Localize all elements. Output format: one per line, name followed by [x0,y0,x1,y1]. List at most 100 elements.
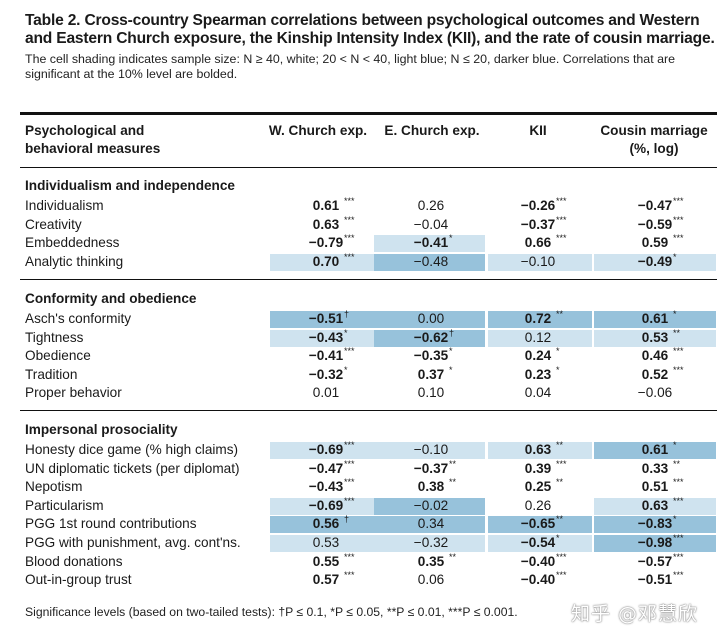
cell-shading [270,497,381,515]
correlation-value: −0.83 [637,516,673,532]
cell-shading [594,311,716,328]
correlation-value: 0.06 [417,572,445,588]
correlation-value: 0.61 [641,442,669,457]
cell-shading [270,442,381,459]
correlation-value: −0.35 [413,348,449,364]
cell-shading [270,535,381,552]
correlation-value: 0.35 [417,553,445,569]
correlation-value: −0.43 [308,479,344,495]
correlation-value: −0.26 [520,198,556,213]
cell-shading [374,535,485,552]
row-label: Particularism [25,497,104,513]
significance-marker: * [673,440,677,450]
cell-shading [270,329,381,347]
cell-shading [270,311,381,328]
correlation-value: 0.63 [641,497,669,513]
significance-marker: *** [344,214,355,225]
correlation-value: −0.51 [637,572,673,588]
correlation-value: 0.56 [312,516,340,532]
correlation-value: 0.34 [417,516,445,532]
cell-shading [594,253,716,271]
correlation-value: −0.41 [308,348,344,364]
correlation-value: 0.33 [641,460,669,476]
correlation-value: −0.10 [413,442,449,457]
correlation-value: −0.32 [413,535,449,550]
correlation-value: −0.65 [520,516,556,532]
significance-marker: *** [673,477,684,488]
significance-marker: *** [344,251,355,262]
correlation-value: −0.48 [413,253,449,269]
section-heading: Conformity and obedience [25,291,197,306]
correlation-value: 0.46 [641,348,669,364]
significance-marker: *** [673,551,684,562]
significance-marker: *** [556,570,567,581]
significance-marker: * [556,364,560,375]
cell-shading [374,253,485,271]
correlation-value: −0.02 [413,497,449,513]
row-label: Obedience [25,348,91,364]
significance-marker: * [449,364,453,375]
row-label: Nepotism [25,479,83,495]
cell-shading [488,442,592,459]
significance-marker: *** [556,458,567,469]
significance-marker: ** [556,309,564,319]
correlation-value: 0.52 [641,366,669,382]
correlation-value: −0.04 [413,216,449,232]
significance-marker: *** [344,477,355,488]
correlation-value: 0.10 [417,385,445,401]
significance-marker: *** [673,570,684,581]
significance-marker: * [344,327,348,338]
correlation-value: 0.70 [312,253,340,269]
significance-marker: *** [344,551,355,562]
significance-marker: * [344,364,348,375]
correlation-value: 0.53 [641,329,669,345]
correlation-value: 0.57 [312,572,340,588]
row-label: Honesty dice game (% high claims) [25,442,239,457]
cell-shading [270,516,381,534]
cell-shading [594,516,716,534]
cell-shading [374,442,485,459]
table-caption: The cell shading indicates sample size: … [25,52,675,81]
correlation-value: 0.53 [312,535,340,550]
correlation-value: 0.59 [641,235,669,251]
cell-shading [594,497,716,515]
significance-marker: *** [673,233,684,244]
significance-marker: ** [449,477,457,488]
row-label: Tightness [25,329,84,345]
correlation-value: 0.72 [524,311,552,326]
correlation-value: 0.61 [641,311,669,326]
correlation-value: −0.54 [520,535,556,550]
cell-shading [374,497,485,515]
significance-marker: ** [449,551,457,562]
correlation-value: −0.47 [637,198,673,213]
correlation-value: 0.26 [524,497,552,513]
section-heading: Impersonal prosociality [25,422,178,437]
significance-marker: *** [673,214,684,225]
correlation-value: −0.57 [637,553,673,569]
significance-marker: *** [344,196,355,206]
significance-marker: *** [344,346,355,357]
significance-marker: † [344,309,350,319]
significance-footnote: Significance levels (based on two-tailed… [25,605,518,619]
significance-marker: *** [556,233,567,244]
correlation-value: −0.51 [308,311,344,326]
significance-marker: * [673,514,677,525]
correlation-value: −0.62 [413,329,449,345]
row-label: UN diplomatic tickets (per diplomat) [25,460,240,476]
significance-marker: ** [556,514,564,525]
correlation-value: −0.47 [308,460,344,476]
cell-shading [488,535,592,552]
cell-shading [594,329,716,347]
significance-marker: *** [556,214,567,225]
significance-marker: *** [673,346,684,357]
significance-marker: ** [449,458,457,469]
row-label: PGG 1st round contributions [25,516,197,532]
table-title: Table 2. Cross-country Spearman correlat… [25,12,715,47]
correlation-value: −0.32 [308,366,344,382]
correlation-value: 0.63 [524,442,552,457]
significance-marker: *** [344,570,355,581]
correlation-value: 0.26 [417,198,445,213]
correlation-value: 0.55 [312,553,340,569]
significance-marker: *** [673,364,684,375]
significance-marker: *** [344,440,355,450]
